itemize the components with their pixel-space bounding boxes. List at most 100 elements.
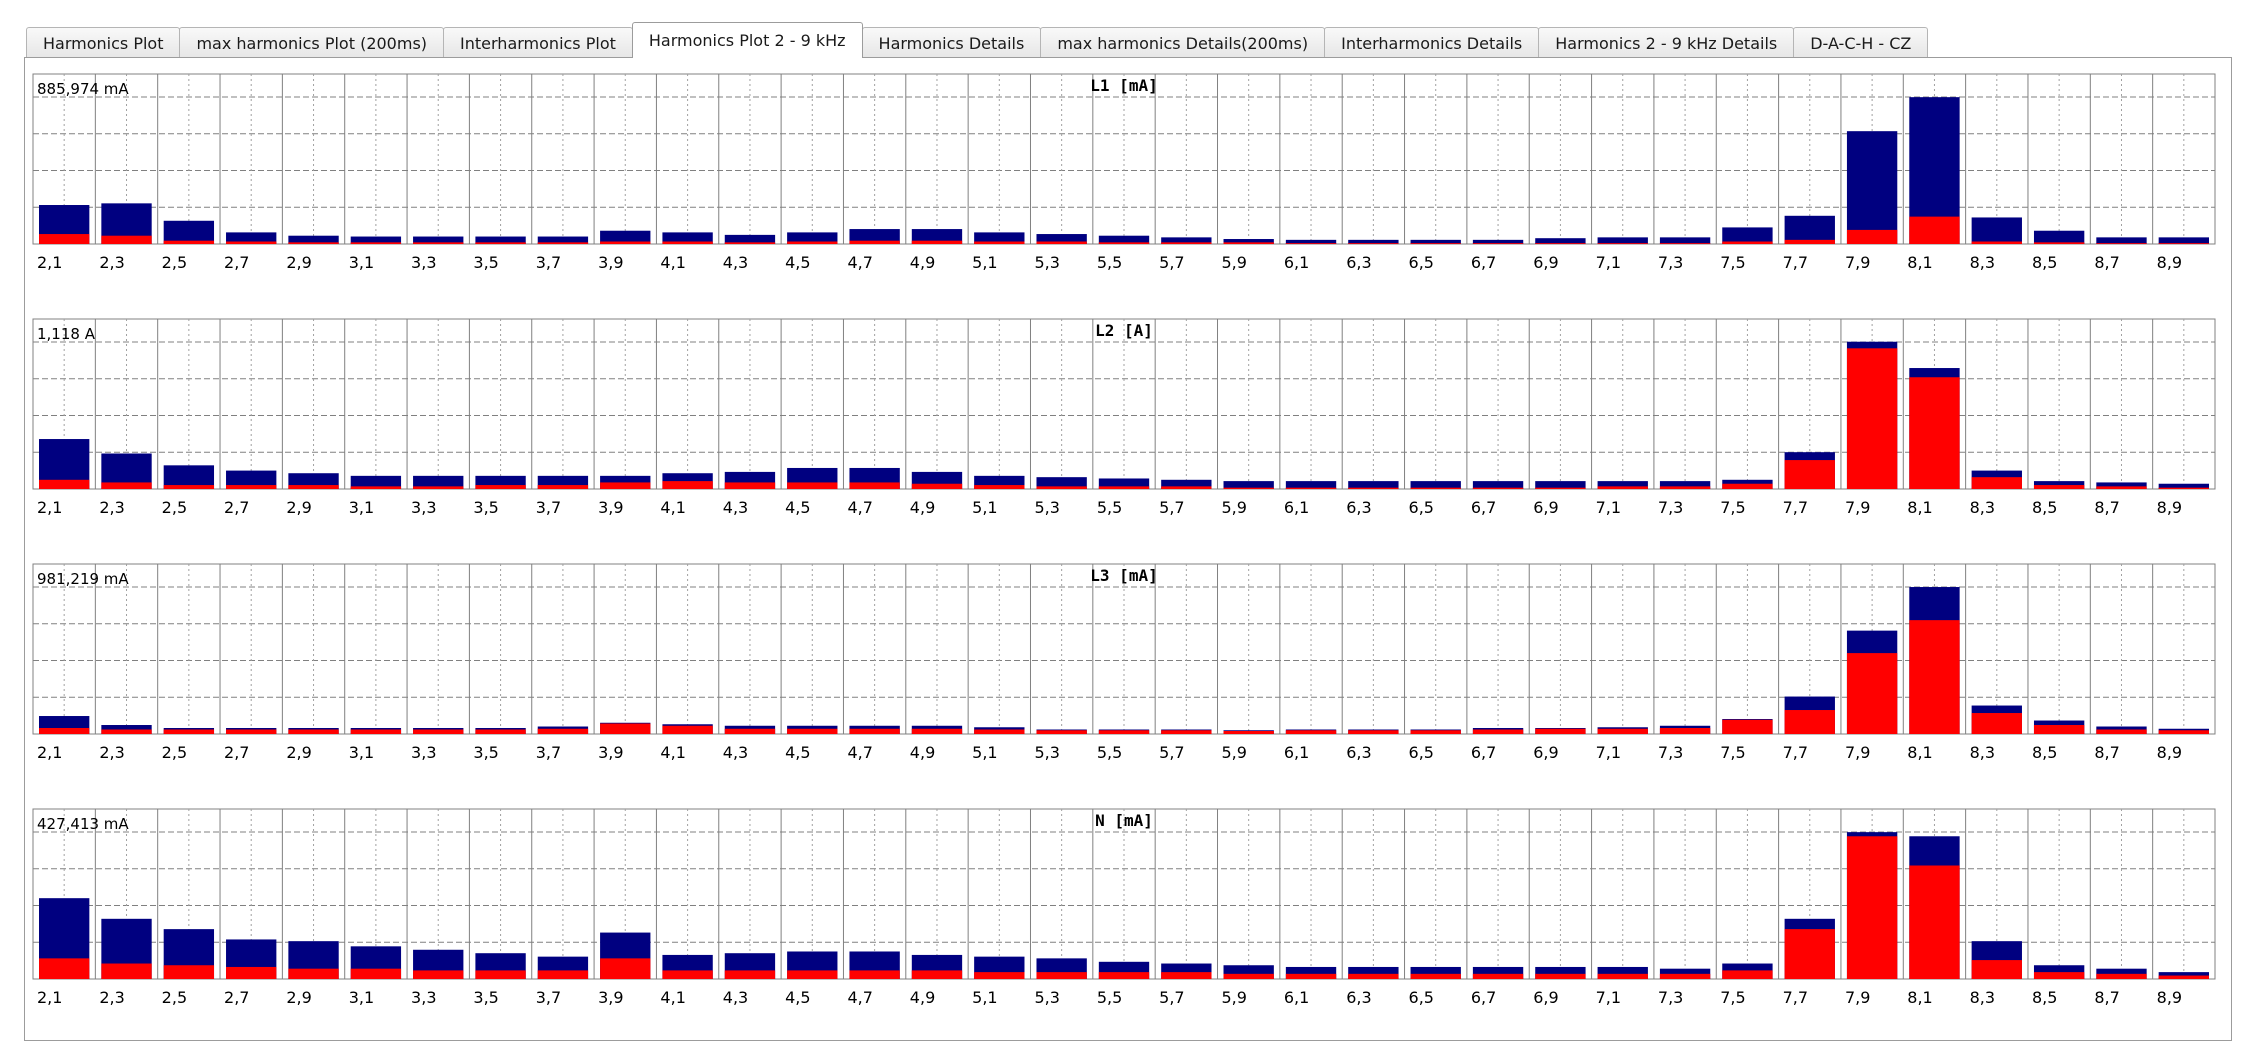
bar-value (1722, 241, 1773, 244)
bar-value (600, 241, 651, 244)
bar-value (600, 723, 651, 734)
x-tick-label: 8,7 (2094, 498, 2119, 517)
tab-interharmonics-details[interactable]: Interharmonics Details (1324, 27, 1540, 58)
bar-total (163, 220, 215, 244)
x-tick-label: 5,3 (1034, 988, 1059, 1007)
bar-value (911, 483, 963, 489)
bar-value (2158, 487, 2209, 489)
tab-harmonics-2-9-khz-details[interactable]: Harmonics 2 - 9 kHz Details (1538, 27, 1795, 58)
bar-value (163, 729, 215, 734)
x-tick-label: 4,1 (660, 253, 685, 272)
bar-value (1036, 972, 1087, 979)
bar-total (413, 236, 464, 244)
bar-value (1909, 865, 1960, 979)
tab-max-harmonics-plot-200ms[interactable]: max harmonics Plot (200ms) (179, 27, 445, 58)
tab-d-a-c-h-cz[interactable]: D-A-C-H - CZ (1793, 27, 1929, 58)
x-tick-label: 5,7 (1159, 253, 1184, 272)
bar-total (2096, 237, 2147, 244)
x-tick-label: 7,1 (1596, 743, 1621, 762)
bar-value (1784, 929, 1835, 979)
x-tick-label: 4,3 (723, 253, 748, 272)
bar-value (39, 958, 90, 979)
x-tick-label: 5,1 (972, 743, 997, 762)
bar-total (2158, 483, 2209, 489)
max-value-label: 981,219 mA (37, 570, 129, 588)
tab-interharmonics-plot[interactable]: Interharmonics Plot (443, 27, 633, 58)
x-tick-label: 7,1 (1596, 498, 1621, 517)
bar-total (1846, 131, 1898, 244)
bar-value (1597, 243, 1648, 244)
x-tick-label: 4,1 (660, 988, 685, 1007)
bar-value (1285, 487, 1337, 489)
bar-value (288, 729, 339, 734)
x-tick-label: 8,1 (1907, 253, 1932, 272)
bar-value (662, 970, 713, 979)
tab-harmonics-plot[interactable]: Harmonics Plot (26, 27, 181, 58)
x-tick-label: 3,7 (536, 253, 561, 272)
x-tick-label: 4,5 (785, 253, 810, 272)
x-tick-label: 6,5 (1409, 743, 1434, 762)
bar-total (1098, 478, 1150, 489)
x-tick-label: 8,9 (2157, 743, 2182, 762)
bar-total (350, 475, 402, 489)
x-tick-label: 7,7 (1783, 498, 1808, 517)
bar-total (1036, 477, 1087, 489)
x-tick-label: 6,5 (1409, 988, 1434, 1007)
x-tick-label: 6,1 (1284, 743, 1309, 762)
bar-value (787, 241, 838, 244)
bar-total (1285, 239, 1337, 244)
x-tick-label: 3,3 (411, 253, 436, 272)
bar-total (1722, 227, 1773, 244)
bar-value (537, 485, 589, 489)
tab-bar: Harmonics Plot max harmonics Plot (200ms)… (26, 22, 1929, 58)
bar-total (1659, 237, 1711, 244)
x-tick-label: 7,3 (1658, 988, 1683, 1007)
bar-total (1784, 215, 1835, 244)
bar-total (1472, 481, 1524, 489)
bar-value (163, 965, 215, 979)
x-tick-label: 5,5 (1097, 498, 1122, 517)
bar-total (2158, 972, 2209, 979)
x-tick-label: 8,1 (1907, 988, 1932, 1007)
x-tick-label: 2,7 (224, 498, 249, 517)
bar-value (1659, 973, 1711, 979)
x-tick-label: 2,3 (99, 253, 124, 272)
bar-value (1597, 973, 1648, 979)
bar-value (475, 485, 526, 489)
x-tick-label: 6,7 (1471, 253, 1496, 272)
bar-value (724, 970, 776, 979)
bar-value (1036, 241, 1087, 244)
bar-value (1348, 730, 1399, 734)
x-tick-label: 2,7 (224, 253, 249, 272)
x-tick-label: 5,9 (1222, 988, 1247, 1007)
bar-value (1971, 960, 2022, 979)
x-tick-label: 2,5 (162, 498, 187, 517)
bar-total (413, 475, 464, 489)
bar-value (1036, 486, 1087, 489)
tab-harmonics-plot-2-9-khz[interactable]: Harmonics Plot 2 - 9 kHz (631, 22, 863, 58)
bar-total (911, 229, 963, 244)
bar-total (1285, 481, 1337, 489)
bar-value (1846, 836, 1898, 979)
bar-value (1348, 973, 1399, 979)
bar-value (1161, 730, 1212, 734)
bar-value (1535, 243, 1586, 244)
x-tick-label: 7,7 (1783, 253, 1808, 272)
bar-total (787, 232, 838, 244)
x-tick-label: 4,7 (847, 988, 872, 1007)
x-tick-label: 6,5 (1409, 253, 1434, 272)
bar-total (1036, 234, 1087, 244)
harmonics-charts: L1 [mA] 885,974 mA 2,1 2,3 2,5 2,7 2,9 3,1 3,3 3,… (32, 73, 2216, 1007)
bar-value (413, 970, 464, 979)
x-tick-label: 3,9 (598, 988, 623, 1007)
tab-max-harmonics-details-200ms[interactable]: max harmonics Details(200ms) (1040, 27, 1326, 58)
bar-value (226, 485, 277, 489)
bar-value (974, 972, 1025, 979)
x-tick-label: 4,3 (723, 988, 748, 1007)
x-tick-label: 8,9 (2157, 988, 2182, 1007)
bar-value (1410, 243, 1461, 244)
bar-value (1223, 731, 1274, 734)
tab-harmonics-details[interactable]: Harmonics Details (861, 27, 1042, 58)
x-tick-label: 2,1 (37, 498, 62, 517)
x-tick-label: 6,5 (1409, 498, 1434, 517)
